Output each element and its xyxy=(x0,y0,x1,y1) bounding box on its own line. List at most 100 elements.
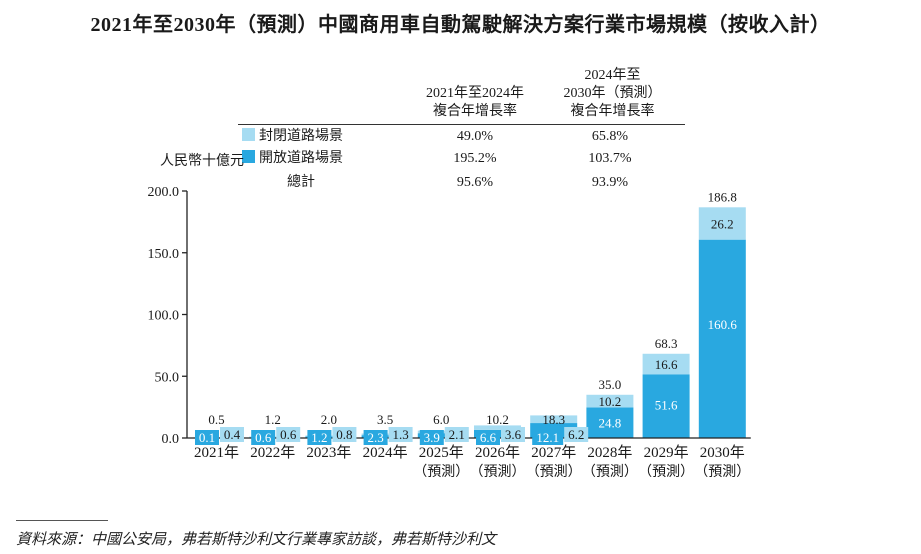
cagr-col2-header: 2024年至 2030年（預測） 複合年增長率 xyxy=(545,67,680,121)
open-road-value-label: 6.6 xyxy=(480,430,497,445)
x-category-sublabel: （預測） xyxy=(582,464,638,480)
total-value-label: 10.2 xyxy=(486,412,509,427)
x-category-label: 2021年 xyxy=(194,444,239,461)
bar-closed-road xyxy=(698,207,746,240)
closed-road-value-label: 2.1 xyxy=(449,427,465,442)
open-road-label-box xyxy=(195,430,219,445)
legend-item-closed-road: 封閉道路場景 xyxy=(242,128,343,146)
open-road-value-label: 0.6 xyxy=(255,430,272,445)
closed-road-label-box xyxy=(564,427,589,442)
closed-road-value-label: 16.6 xyxy=(655,357,678,372)
open-road-value-label: 12.1 xyxy=(536,430,559,445)
cagr-total-label: 總計 xyxy=(287,175,315,190)
open-road-label-box xyxy=(307,430,332,445)
total-value-label: 68.3 xyxy=(655,336,678,351)
closed-road-label-box xyxy=(501,427,525,442)
bar-open-road xyxy=(642,374,690,438)
open-road-label-box xyxy=(251,430,276,445)
closed-road-label-box xyxy=(276,427,301,442)
x-category-label: 2029年 xyxy=(644,444,689,461)
closed-road-value-label: 0.6 xyxy=(280,427,297,442)
x-category-sublabel: （預測） xyxy=(638,464,694,480)
open-road-value-label: 160.6 xyxy=(708,317,738,332)
open-road-label-box xyxy=(419,430,444,445)
x-category-label: 2026年 xyxy=(475,444,520,461)
open-road-label-box xyxy=(476,430,500,445)
x-category-label: 2023年 xyxy=(306,444,351,461)
closed-road-swatch xyxy=(242,128,255,141)
legend-label: 開放道路場景 xyxy=(259,151,343,166)
cagr-col1-header: 2021年至2024年 複合年增長率 xyxy=(400,85,550,121)
total-value-label: 2.0 xyxy=(321,412,337,427)
cagr-col1-header-line2: 複合年增長率 xyxy=(433,104,517,119)
bar-open-road xyxy=(586,407,634,438)
bar-closed-road xyxy=(586,394,634,408)
source-divider xyxy=(16,520,108,521)
cagr-col2-header-line1: 2024年至 xyxy=(584,68,641,83)
total-value-label: 1.2 xyxy=(265,412,281,427)
total-value-label: 35.0 xyxy=(599,377,622,392)
total-value-label: 0.5 xyxy=(208,412,224,427)
x-category-label: 2024年 xyxy=(363,444,408,461)
x-category-sublabel: （預測） xyxy=(470,464,526,480)
cagr-open-col1: 195.2% xyxy=(453,151,497,166)
total-value-label: 3.5 xyxy=(377,412,393,427)
bar-closed-road xyxy=(642,353,690,375)
x-category-label: 2028年 xyxy=(587,444,632,461)
closed-road-label-box xyxy=(332,427,357,442)
y-axis-unit-label: 人民幣十億元 xyxy=(160,154,244,169)
cagr-col2-header-line3: 複合年增長率 xyxy=(570,104,655,119)
total-value-label: 6.0 xyxy=(433,412,449,427)
x-category-label: 2022年 xyxy=(250,444,295,461)
closed-road-label-box xyxy=(220,427,244,442)
cagr-total-col2: 93.9% xyxy=(591,175,629,190)
x-category-label: 2030年 xyxy=(700,444,745,461)
cagr-table: 2021年至2024年 複合年增長率 2024年至 2030年（預測） 複合年增… xyxy=(0,0,921,200)
closed-road-value-label: 6.2 xyxy=(568,427,584,442)
bar-closed-road xyxy=(474,425,521,430)
chart-title: 2021年至2030年（預測）中國商用車自動駕駛解決方案行業市場規模（按收入計） xyxy=(90,14,831,36)
closed-road-value-label: 0.4 xyxy=(224,427,241,442)
y-tick-label: 0.0 xyxy=(162,432,180,447)
closed-road-label-box xyxy=(388,427,413,442)
x-category-sublabel: （預測） xyxy=(694,464,750,480)
cagr-open-col2: 103.7% xyxy=(588,151,632,166)
open-road-value-label: 51.6 xyxy=(655,397,678,412)
legend-item-open-road: 開放道路場景 xyxy=(242,150,343,168)
y-tick-label: 50.0 xyxy=(155,370,180,385)
y-tick-label: 200.0 xyxy=(148,185,180,200)
y-tick-label: 100.0 xyxy=(148,309,180,324)
cagr-closed-col2: 65.8% xyxy=(591,129,629,144)
x-category-label: 2025年 xyxy=(419,444,464,461)
open-road-value-label: 24.8 xyxy=(599,416,622,431)
closed-road-value-label: 1.3 xyxy=(392,427,408,442)
closed-road-label-box xyxy=(444,427,469,442)
open-road-label-box xyxy=(532,430,564,445)
open-road-value-label: 2.3 xyxy=(367,430,383,445)
x-category-label: 2027年 xyxy=(531,444,576,461)
open-road-swatch xyxy=(242,150,255,163)
legend-label: 封閉道路場景 xyxy=(259,129,343,144)
cagr-col2-header-line2: 2030年（預測） xyxy=(563,86,662,101)
closed-road-value-label: 0.8 xyxy=(336,427,352,442)
bar-open-road xyxy=(698,239,746,438)
total-value-label: 186.8 xyxy=(708,189,737,204)
total-value-label: 18.3 xyxy=(542,412,565,427)
closed-road-value-label: 10.2 xyxy=(599,394,622,409)
closed-road-value-label: 3.6 xyxy=(505,427,522,442)
cagr-header-rule xyxy=(238,124,685,125)
open-road-value-label: 0.1 xyxy=(199,430,215,445)
y-tick-label: 150.0 xyxy=(148,247,180,262)
bar-closed-road xyxy=(530,415,578,424)
open-road-label-box xyxy=(363,430,388,445)
open-road-value-label: 3.9 xyxy=(424,430,440,445)
cagr-total-col1: 95.6% xyxy=(456,175,494,190)
cagr-col1-header-line1: 2021年至2024年 xyxy=(426,86,524,101)
cagr-closed-col1: 49.0% xyxy=(456,129,494,144)
source-note: 資料來源：中國公安局，弗若斯特沙利文行業專家訪談，弗若斯特沙利文 xyxy=(16,532,497,548)
closed-road-value-label: 26.2 xyxy=(711,216,734,231)
x-category-sublabel: （預測） xyxy=(526,464,582,480)
x-category-sublabel: （預測） xyxy=(413,464,469,480)
open-road-value-label: 1.2 xyxy=(311,430,327,445)
